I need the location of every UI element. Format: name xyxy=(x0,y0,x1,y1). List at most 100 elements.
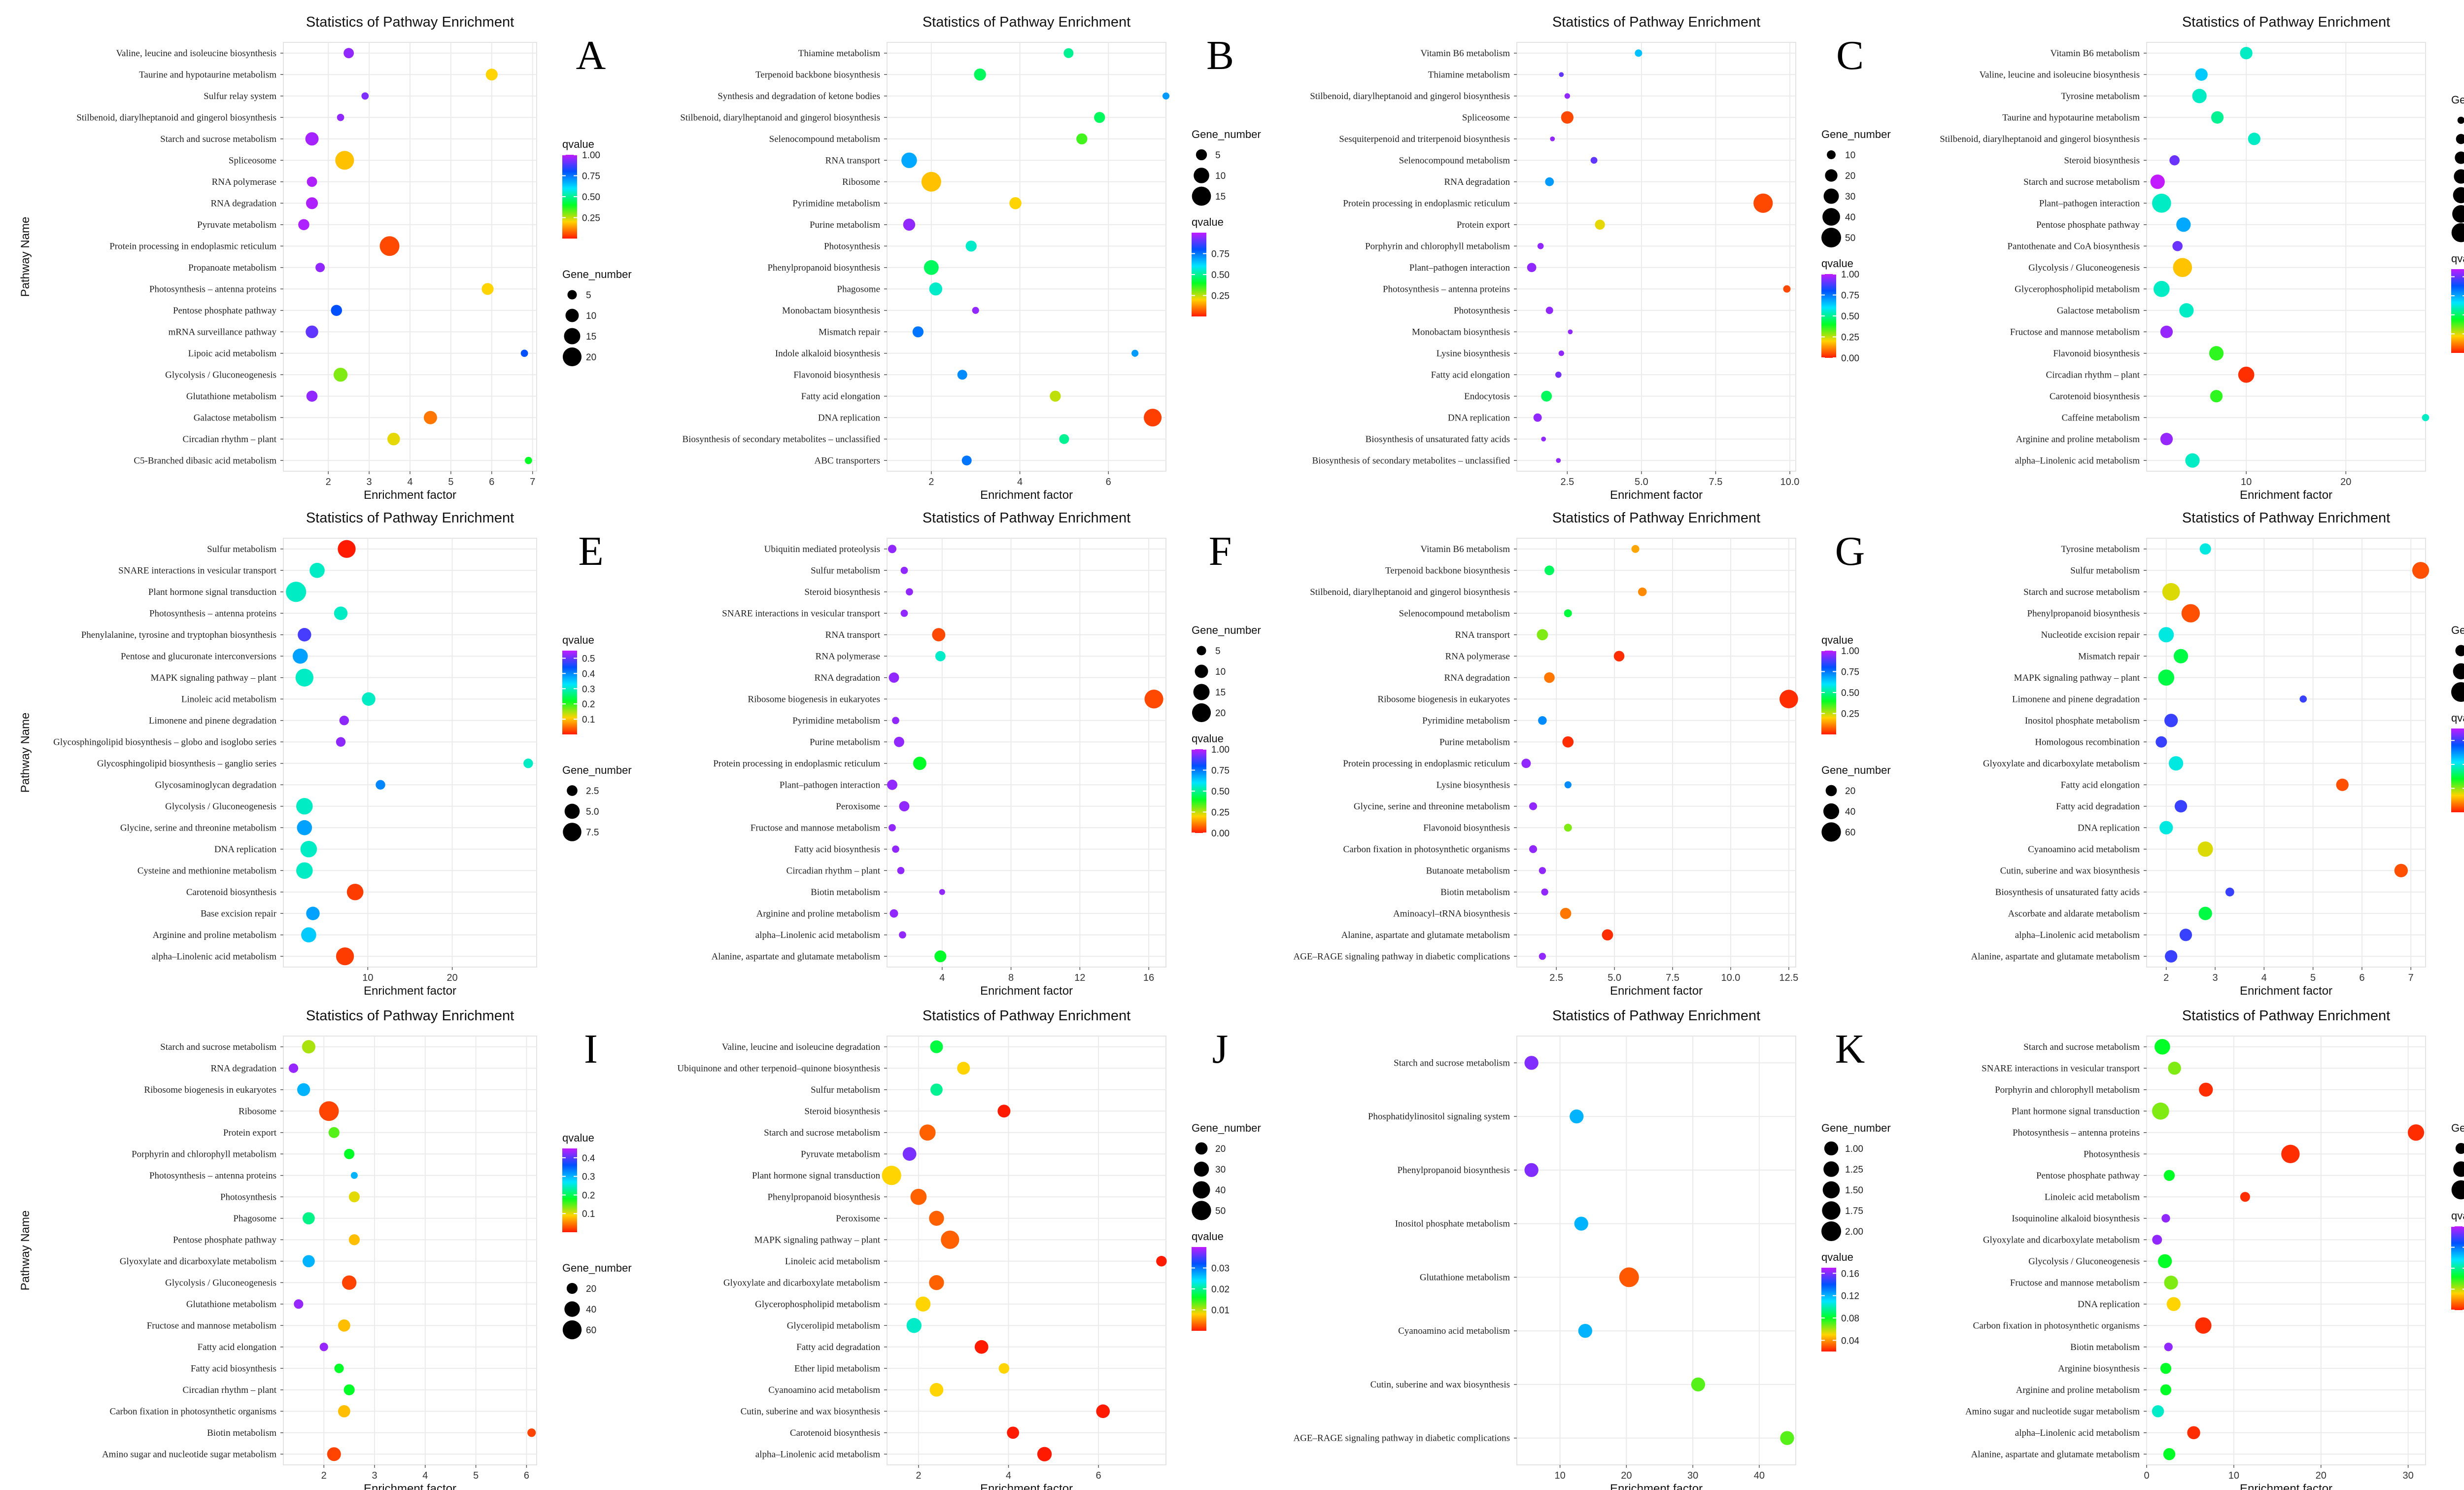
qvalue-legend-title: qvalue xyxy=(1192,732,1224,745)
x-tick-label: 3 xyxy=(367,477,372,487)
data-point xyxy=(306,390,318,402)
data-point xyxy=(2156,736,2167,748)
data-point xyxy=(2172,241,2183,251)
pathway-label: Biotin metabolism xyxy=(1440,887,1510,898)
pathway-label: Fatty acid elongation xyxy=(2061,780,2140,790)
pathway-label: Glycerophospholipid metabolism xyxy=(755,1299,880,1310)
x-tick-label: 6 xyxy=(2359,972,2364,983)
pathway-label: Limonene and pinene degradation xyxy=(2012,694,2140,704)
data-point xyxy=(930,1040,943,1053)
x-tick-label: 2.5 xyxy=(1549,972,1563,983)
data-point xyxy=(998,1363,1010,1374)
data-point xyxy=(1094,112,1105,123)
pathway-label: Carbon fixation in photosynthetic organi… xyxy=(1973,1320,2140,1331)
x-tick-label: 30 xyxy=(1687,1470,1698,1481)
pathway-label: Pyruvate metabolism xyxy=(197,220,276,230)
pathway-label: Nucleotide excision repair xyxy=(2041,630,2140,640)
qvalue-legend-title: qvalue xyxy=(1821,1251,1853,1263)
pathway-label: Inositol phosphate metabolism xyxy=(1395,1219,1510,1229)
x-tick-label: 3 xyxy=(372,1470,377,1481)
gene-number-legend-dot xyxy=(2453,1161,2464,1177)
data-point xyxy=(1753,193,1773,213)
x-tick-label: 10 xyxy=(362,972,373,983)
data-point xyxy=(1537,629,1548,641)
pathway-label: Glutathione metabolism xyxy=(186,391,276,402)
qvalue-legend-title: qvalue xyxy=(2451,712,2464,724)
data-point xyxy=(1564,824,1572,832)
pathway-label: Spliceosome xyxy=(229,155,276,166)
data-point xyxy=(1524,1163,1539,1178)
data-point xyxy=(2163,1448,2176,1460)
x-tick-label: 30 xyxy=(2403,1470,2414,1481)
gene-number-legend-dot xyxy=(1192,186,1211,206)
data-point xyxy=(2160,325,2173,338)
pathway-label: Phagosome xyxy=(837,284,880,294)
pathway-label: RNA degradation xyxy=(1444,673,1510,683)
gene-number-legend-label: 7.5 xyxy=(586,828,599,838)
gene-number-legend-label: 10 xyxy=(1215,171,1226,181)
plot-area xyxy=(2146,538,2426,968)
data-point xyxy=(348,1191,360,1203)
pathway-label: Endocytosis xyxy=(1464,391,1510,402)
gene-number-legend-label: 10 xyxy=(586,311,596,321)
data-point xyxy=(1561,111,1574,124)
data-point xyxy=(2179,929,2192,941)
gene-number-legend-dot xyxy=(564,328,581,345)
pathway-label: Glycolysis / Gluconeogenesis xyxy=(2028,1256,2140,1267)
gene-number-legend-dot xyxy=(2451,1180,2464,1200)
data-point xyxy=(1578,1323,1592,1338)
pathway-label: MAPK signaling pathway – plant xyxy=(2014,673,2140,683)
plot-area xyxy=(2146,1036,2426,1465)
gene-number-legend-dot xyxy=(567,290,577,300)
gene-number-legend-label: 5 xyxy=(1215,646,1221,657)
data-point xyxy=(343,48,354,59)
data-point xyxy=(1635,49,1643,57)
panel-letter: B xyxy=(1206,33,1234,78)
pathway-label: Plant hormone signal transduction xyxy=(752,1171,881,1181)
panel-letter: I xyxy=(584,1026,598,1072)
data-point xyxy=(1590,157,1598,164)
pathway-label: Ether lipid metabolism xyxy=(794,1363,880,1374)
data-point xyxy=(974,69,986,81)
x-tick-label: 2.5 xyxy=(1560,477,1574,487)
pathway-label: Purine metabolism xyxy=(810,737,880,747)
pathway-label: Photosynthesis – antenna proteins xyxy=(2013,1128,2140,1138)
plot-area xyxy=(887,538,1166,968)
data-point xyxy=(296,797,313,815)
data-point xyxy=(1638,587,1647,596)
gene-number-legend-label: 50 xyxy=(1215,1206,1226,1216)
data-point xyxy=(343,1384,355,1395)
pathway-label: Photosynthesis – antenna proteins xyxy=(149,1171,276,1181)
x-tick-label: 4 xyxy=(939,972,945,983)
data-point xyxy=(525,456,532,464)
data-point xyxy=(1537,243,1544,249)
pathway-label: Alanine, aspartate and glutamate metabol… xyxy=(1341,930,1510,940)
data-point xyxy=(527,1428,536,1437)
pathway-label: RNA transport xyxy=(825,630,881,640)
x-tick-label: 4 xyxy=(1017,477,1023,487)
pathway-label: Photosynthesis xyxy=(2084,1149,2140,1159)
pathway-label: Protein processing in endoplasmic reticu… xyxy=(713,759,880,769)
panel-letter: G xyxy=(1835,528,1865,574)
qvalue-legend-title: qvalue xyxy=(1192,1230,1224,1243)
gene-number-legend-dot xyxy=(563,823,582,841)
data-point xyxy=(2422,414,2430,421)
pathway-label: Sulfur metabolism xyxy=(2070,565,2140,576)
colorbar-tick-label: 0.00 xyxy=(1841,353,1859,364)
pathway-label: Mismatch repair xyxy=(2078,651,2140,661)
data-point xyxy=(350,1172,358,1179)
data-point xyxy=(2173,258,2192,277)
data-point xyxy=(376,780,385,790)
data-point xyxy=(1780,690,1798,709)
pathway-label: Biotin metabolism xyxy=(2070,1342,2140,1352)
panel-letter: E xyxy=(578,528,603,574)
x-tick-label: 6 xyxy=(1096,1470,1101,1481)
pathway-label: mRNA surveillance pathway xyxy=(168,327,276,337)
data-point xyxy=(1545,307,1553,314)
pathway-label: Vitamin B6 metabolism xyxy=(2051,48,2140,59)
data-point xyxy=(1555,371,1562,378)
colorbar-tick-label: 0.12 xyxy=(1841,1291,1859,1302)
gene-number-legend-dot xyxy=(2455,645,2464,657)
data-point xyxy=(1559,72,1564,77)
colorbar-tick-label: 0.50 xyxy=(1211,270,1230,280)
